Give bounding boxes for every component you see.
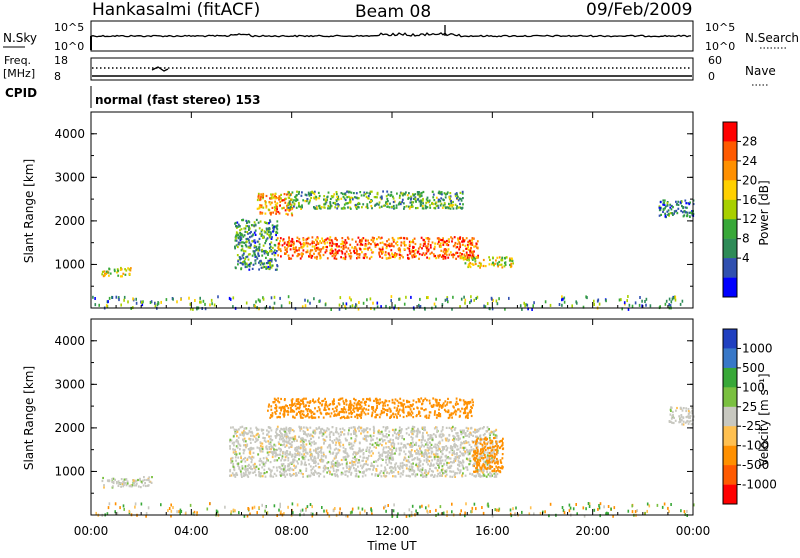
velocity-echo-region <box>267 397 474 419</box>
freq-tick-bottom: 8 <box>54 70 61 83</box>
velocity-echo-region <box>102 476 153 489</box>
velocity-noise-band <box>95 502 694 518</box>
colorbar-swatch <box>723 407 737 427</box>
nsearch-tick-bottom: 10^0 <box>705 40 735 53</box>
power-colorbar-label: Power [dB] <box>757 180 771 245</box>
y-tick-label: 4000 <box>54 127 85 141</box>
colorbar-swatch <box>723 368 737 388</box>
power-echo-region <box>277 236 479 260</box>
y-tick-label: 1000 <box>54 464 85 478</box>
nsky-tick-bottom: 10^0 <box>54 40 84 53</box>
colorbar-swatch <box>723 446 737 466</box>
velocity-echo-region <box>229 426 499 478</box>
power-echo-region <box>287 190 464 210</box>
nsky-label: N.Sky <box>3 31 37 45</box>
colorbar-tick-label: 1000 <box>742 341 773 355</box>
x-tick-label: 08:00 <box>274 524 309 538</box>
nave-label: Nave <box>745 64 776 78</box>
freq-panel: Freq. [MHz] 18 8 60 0 Nave CPID normal (… <box>3 54 776 108</box>
colorbar-tick-label: -1000 <box>742 478 777 492</box>
nsky-trace <box>91 33 691 37</box>
nave-tick-top: 60 <box>708 54 722 67</box>
velocity-x-axis: 00:00 04:00 08:00 12:00 16:00 20:00 00:00 <box>74 319 711 538</box>
power-x-axis <box>91 112 693 308</box>
cpid-label: CPID <box>5 86 37 100</box>
colorbar-tick-label: 8 <box>742 232 750 246</box>
date-title: 09/Feb/2009 <box>586 0 692 20</box>
colorbar-swatch <box>723 465 737 485</box>
power-noise-band <box>92 295 683 311</box>
y-tick-label: 2000 <box>54 214 85 228</box>
colorbar-swatch <box>723 258 737 278</box>
nave-tick-bottom: 0 <box>708 70 715 83</box>
power-data-layer <box>92 190 694 311</box>
y-tick-label: 3000 <box>54 377 85 391</box>
y-tick-label: 1000 <box>54 257 85 271</box>
velocity-panel: 1000 2000 3000 4000 00:00 04:00 08:00 12:00 16:… <box>22 319 777 553</box>
time-axis-label: Time UT <box>366 539 417 553</box>
colorbar-swatch <box>723 122 737 142</box>
y-tick-label: 3000 <box>54 170 85 184</box>
colorbar-swatch <box>723 278 737 298</box>
colorbar-swatch <box>723 485 737 505</box>
colorbar-swatch <box>723 219 737 239</box>
velocity-echo-region <box>669 406 695 425</box>
x-tick-label: 16:00 <box>475 524 510 538</box>
power-echo-region <box>658 199 694 218</box>
x-tick-label: 04:00 <box>174 524 209 538</box>
velocity-frame <box>91 319 693 515</box>
power-echo-region <box>101 267 131 278</box>
x-tick-label: 00:00 <box>74 524 109 538</box>
y-tick-label: 4000 <box>54 334 85 348</box>
colorbar-swatch <box>723 348 737 368</box>
station-title: Hankasalmi (fitACF) <box>92 0 260 20</box>
colorbar-tick-label: 500 <box>742 361 765 375</box>
velocity-data-layer <box>95 397 694 518</box>
colorbar-swatch <box>723 141 737 161</box>
power-frame <box>91 112 693 308</box>
y-tick-label: 2000 <box>54 421 85 435</box>
x-tick-label: 00:00 <box>676 524 711 538</box>
colorbar-swatch <box>723 239 737 259</box>
beam-title: Beam 08 <box>355 2 431 22</box>
x-tick-label: 20:00 <box>575 524 610 538</box>
colorbar-tick-label: 4 <box>742 251 750 265</box>
nsearch-label: N.Search <box>745 31 799 45</box>
colorbar-swatch <box>723 426 737 446</box>
power-ylabel: Slant Range [km] <box>22 159 36 263</box>
power-colorbar: 28 24 20 16 12 8 4 <box>723 122 757 297</box>
velocity-ylabel: Slant Range [km] <box>22 366 36 470</box>
colorbar-swatch <box>723 161 737 181</box>
cpid-text: normal (fast stereo) 153 <box>95 93 261 107</box>
velocity-colorbar-label: Velocity [m s⁻¹] <box>757 373 771 466</box>
colorbar-tick-label: 20 <box>742 173 757 187</box>
power-echo-region <box>463 256 514 269</box>
freq-label-2: [MHz] <box>3 67 35 80</box>
freq-excursion <box>152 67 168 71</box>
colorbar-tick-label: 16 <box>742 193 757 207</box>
nsky-panel: N.Sky 10^5 10^0 10^5 10^0 N.Search <box>3 21 799 53</box>
freq-tick-top: 18 <box>54 54 68 67</box>
colorbar-swatch <box>723 200 737 220</box>
power-echo-region <box>234 219 278 271</box>
colorbar-tick-label: 25 <box>742 400 757 414</box>
power-panel: 1000 2000 3000 4000 Slant Range [km] 28 24 20… <box>22 112 771 311</box>
colorbar-swatch <box>723 387 737 407</box>
colorbar-swatch <box>723 329 737 349</box>
x-tick-label: 12:00 <box>375 524 410 538</box>
nsearch-tick-top: 10^5 <box>705 21 735 34</box>
colorbar-swatch <box>723 180 737 200</box>
colorbar-tick-label: 24 <box>742 154 757 168</box>
colorbar-tick-label: 12 <box>742 212 757 226</box>
nsky-tick-top: 10^5 <box>54 21 84 34</box>
colorbar-tick-label: 28 <box>742 134 757 148</box>
power-y-axis: 1000 2000 3000 4000 <box>54 127 693 286</box>
freq-label-1: Freq. <box>4 54 31 67</box>
